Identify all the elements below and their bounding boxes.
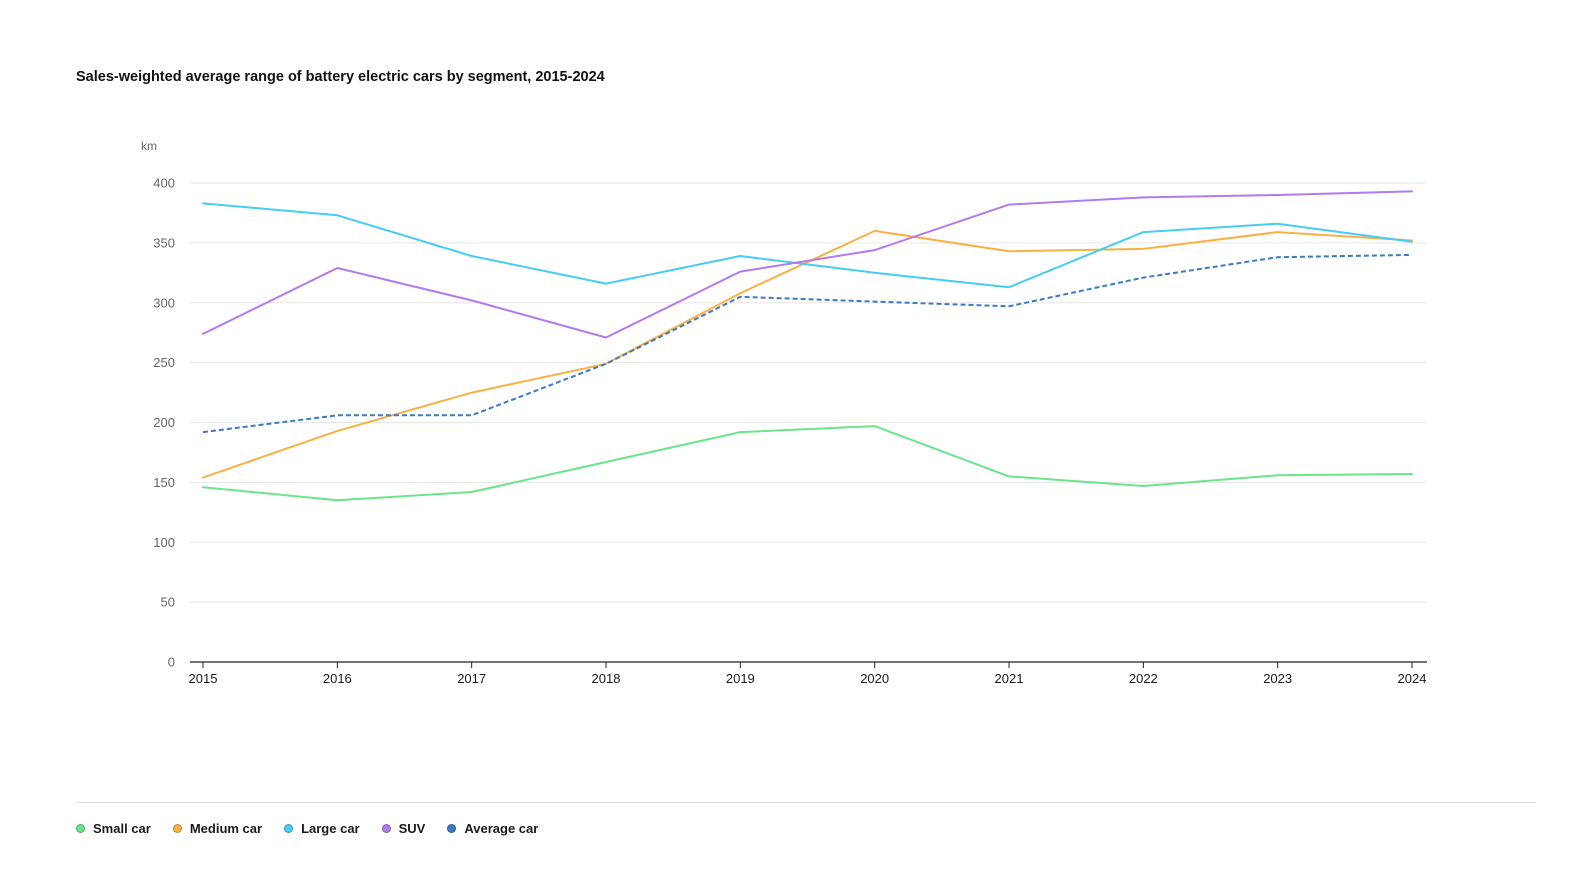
legend-dot-icon <box>447 824 457 833</box>
y-tick-label: 50 <box>161 595 175 610</box>
x-tick-label: 2017 <box>457 671 486 686</box>
y-tick-label: 0 <box>168 655 175 670</box>
grid-layer <box>190 182 1426 603</box>
axis-layer: 0 50 100 150 200 250 300 350 400 2015 2016 2017 2018… <box>153 176 1427 686</box>
series-line-small-car[interactable] <box>202 425 1413 502</box>
y-tick-label: 200 <box>153 415 175 430</box>
y-tick-label: 100 <box>153 535 175 550</box>
y-tick-label: 350 <box>153 235 175 250</box>
legend: Small car Medium car Large car SUV Average c… <box>76 821 538 836</box>
x-tick-label: 2021 <box>995 671 1024 686</box>
x-tick-label: 2018 <box>592 671 621 686</box>
x-tick-label: 2024 <box>1398 671 1427 686</box>
legend-label: SUV <box>398 821 426 836</box>
x-tick-label: 2020 <box>860 671 889 686</box>
y-axis-unit-label: km <box>141 139 157 153</box>
legend-item-small-car[interactable]: Small car <box>76 821 151 836</box>
legend-dot-icon <box>381 824 391 833</box>
legend-dot-icon <box>284 824 294 833</box>
x-tick-label: 2022 <box>1129 671 1158 686</box>
legend-item-large-car[interactable]: Large car <box>284 821 360 836</box>
chart-title: Sales-weighted average range of battery … <box>76 69 605 85</box>
y-tick-label: 150 <box>153 475 175 490</box>
legend-label: Large car <box>301 821 360 836</box>
x-tick-label: 2023 <box>1263 671 1292 686</box>
legend-item-suv[interactable]: SUV <box>381 821 426 836</box>
legend-item-medium-car[interactable]: Medium car <box>172 821 263 836</box>
legend-divider <box>76 802 1536 803</box>
legend-dot-icon <box>172 824 182 833</box>
x-tick-label: 2019 <box>726 671 755 686</box>
series-layer <box>202 190 1413 502</box>
legend-label: Medium car <box>189 821 263 836</box>
series-line-average-car[interactable] <box>202 253 1413 434</box>
y-tick-label: 300 <box>153 295 175 310</box>
legend-item-average-car[interactable]: Average car <box>447 821 538 836</box>
series-line-medium-car[interactable] <box>202 229 1413 479</box>
series-line-suv[interactable] <box>202 190 1413 339</box>
series-line-large-car[interactable] <box>202 202 1413 289</box>
y-tick-label: 250 <box>153 355 175 370</box>
line-chart: 0 50 100 150 200 250 300 350 400 2015 2016 2017 2018… <box>141 139 1427 686</box>
x-tick-label: 2016 <box>323 671 352 686</box>
x-tick-label: 2015 <box>189 671 218 686</box>
legend-dot-icon <box>76 824 85 833</box>
y-tick-label: 400 <box>153 176 175 191</box>
legend-label: Small car <box>93 821 151 836</box>
legend-label: Average car <box>464 821 539 836</box>
